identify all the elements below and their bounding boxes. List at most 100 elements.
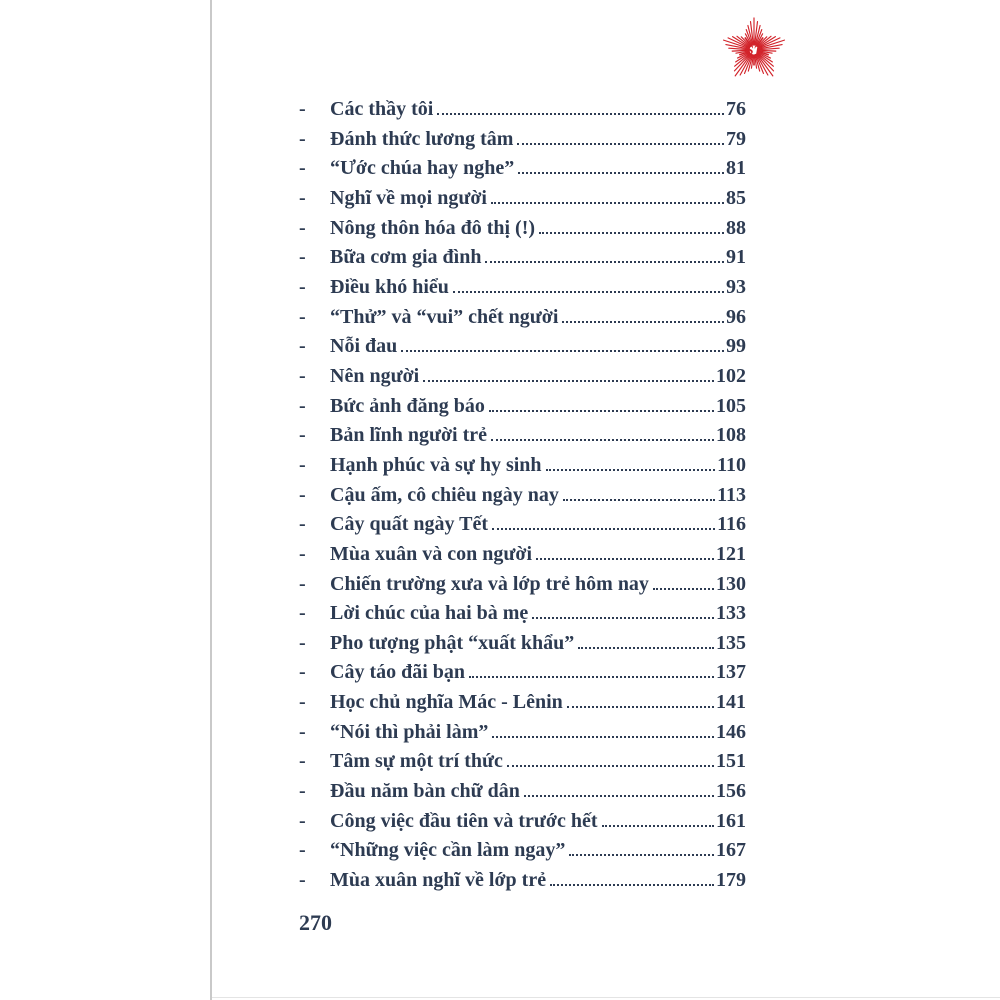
toc-entry-title: “Những việc cần làm ngay” <box>330 839 566 862</box>
toc-bullet: - <box>299 394 306 417</box>
toc-entry-page: 167 <box>716 839 746 862</box>
toc-entry-page: 133 <box>716 602 746 625</box>
toc-entry: - Bữa cơm gia đình 91 <box>299 243 746 273</box>
toc-bullet: - <box>299 335 306 358</box>
toc-entry-title: “Ước chúa hay nghe” <box>330 157 515 180</box>
toc-entry: - Nên người 102 <box>299 362 746 392</box>
toc-bullet: - <box>299 542 306 565</box>
toc-dot-leader <box>488 409 714 412</box>
toc-bullet: - <box>299 631 306 654</box>
toc-entry-title: Bản lĩnh người trẻ <box>330 424 487 447</box>
toc-bullet: - <box>299 216 306 239</box>
toc-dot-leader <box>506 765 714 768</box>
toc-entry-title: Lời chúc của hai bà mẹ <box>330 602 529 625</box>
toc-entry-page: 96 <box>726 305 746 328</box>
toc-entry-page: 93 <box>726 275 746 298</box>
toc-entry-title: Mùa xuân và con người <box>330 542 533 565</box>
toc-entry-title: Điều khó hiểu <box>330 275 449 298</box>
toc-entry-title: Công việc đầu tiên và trước hết <box>330 809 598 832</box>
toc-dot-leader <box>550 884 714 887</box>
toc-entry-page: 130 <box>716 572 746 595</box>
toc-bullet: - <box>299 305 306 328</box>
toc-bullet: - <box>299 483 306 506</box>
toc-entry: - Nghĩ về mọi người 85 <box>299 184 746 214</box>
toc-entry-page: 113 <box>717 483 746 506</box>
publisher-star-logo: ST <box>720 17 788 82</box>
toc-dot-leader <box>539 231 724 234</box>
toc-entry: - “Ước chúa hay nghe” 81 <box>299 154 746 184</box>
toc-bullet: - <box>299 691 306 714</box>
toc-dot-leader <box>492 735 714 738</box>
toc-bullet: - <box>299 869 306 892</box>
toc-dot-leader <box>532 617 714 620</box>
toc-entry: - Đầu năm bàn chữ dân 156 <box>299 777 746 807</box>
toc-bullet: - <box>299 513 306 536</box>
toc-list: - Các thầy tôi 76 - Đánh thức lương tâm … <box>299 95 746 896</box>
toc-entry-title: Cậu ấm, cô chiêu ngày nay <box>330 483 559 506</box>
toc-entry-title: Hạnh phúc và sự hy sinh <box>330 453 542 476</box>
toc-entry: - Nông thôn hóa đô thị (!) 88 <box>299 214 746 244</box>
toc-entry: - “Thử” và “vui” chết người 96 <box>299 303 746 333</box>
toc-entry: - Điều khó hiểu 93 <box>299 273 746 303</box>
toc-entry-page: 85 <box>726 186 746 209</box>
toc-entry-title: Cây táo đãi bạn <box>330 661 466 684</box>
toc-dot-leader <box>578 646 714 649</box>
toc-bullet: - <box>299 750 306 773</box>
toc-entry-page: 105 <box>716 394 746 417</box>
toc-entry-title: Nghĩ về mọi người <box>330 186 487 209</box>
toc-entry-page: 99 <box>726 335 746 358</box>
toc-entry-page: 102 <box>716 364 746 387</box>
toc-bullet: - <box>299 780 306 803</box>
toc-entry: - Hạnh phúc và sự hy sinh 110 <box>299 451 746 481</box>
toc-bullet: - <box>299 661 306 684</box>
toc-dot-leader <box>517 142 724 145</box>
toc-entry-page: 81 <box>726 157 746 180</box>
toc-entry-page: 88 <box>726 216 746 239</box>
toc-dot-leader <box>601 824 714 827</box>
toc-entry-page: 135 <box>716 631 746 654</box>
toc-dot-leader <box>569 854 714 857</box>
toc-entry-title: “Nói thì phải làm” <box>330 720 489 743</box>
toc-entry: - Cây táo đãi bạn 137 <box>299 658 746 688</box>
toc-entry-page: 179 <box>716 869 746 892</box>
toc-entry-page: 76 <box>726 98 746 120</box>
toc-entry: - “Nói thì phải làm” 146 <box>299 718 746 748</box>
toc-entry-page: 110 <box>717 453 746 476</box>
toc-dot-leader <box>452 290 724 293</box>
toc-dot-leader <box>562 498 716 501</box>
toc-dot-leader <box>401 350 724 353</box>
toc-dot-leader <box>536 557 714 560</box>
page-edge-divider <box>210 0 212 1000</box>
toc-bullet: - <box>299 839 306 862</box>
toc-dot-leader <box>566 706 714 709</box>
toc-entry-title: Học chủ nghĩa Mác - Lênin <box>330 691 563 714</box>
toc-entry-title: Bức ảnh đăng báo <box>330 394 485 417</box>
toc-entry: - Pho tượng phật “xuất khẩu” 135 <box>299 629 746 659</box>
toc-entry-page: 156 <box>716 780 746 803</box>
toc-entry: - Bản lĩnh người trẻ 108 <box>299 421 746 451</box>
toc-entry-page: 79 <box>726 127 746 150</box>
toc-entry-title: Bữa cơm gia đình <box>330 246 482 269</box>
toc-entry-title: Nông thôn hóa đô thị (!) <box>330 216 536 239</box>
toc-dot-leader <box>523 795 714 798</box>
toc-entry-page: 141 <box>716 691 746 714</box>
star-burst-icon <box>720 17 788 82</box>
logo-monogram: ST <box>746 43 762 58</box>
toc-entry-page: 146 <box>716 720 746 743</box>
toc-entry: - Cây quất ngày Tết 116 <box>299 510 746 540</box>
toc-dot-leader <box>469 676 714 679</box>
toc-entry-title: Pho tượng phật “xuất khẩu” <box>330 631 575 654</box>
toc-entry: - Các thầy tôi 76 <box>299 95 746 125</box>
toc-bullet: - <box>299 720 306 743</box>
toc-dot-leader <box>492 528 716 531</box>
toc-dot-leader <box>545 468 716 471</box>
toc-entry-title: Nỗi đau <box>330 335 398 358</box>
toc-entry-page: 121 <box>716 542 746 565</box>
toc-entry: - Công việc đầu tiên và trước hết 161 <box>299 807 746 837</box>
toc-entry-page: 116 <box>717 513 746 536</box>
toc-bullet: - <box>299 364 306 387</box>
toc-dot-leader <box>518 172 724 175</box>
toc-dot-leader <box>652 587 714 590</box>
page-bottom-edge <box>212 997 1000 998</box>
